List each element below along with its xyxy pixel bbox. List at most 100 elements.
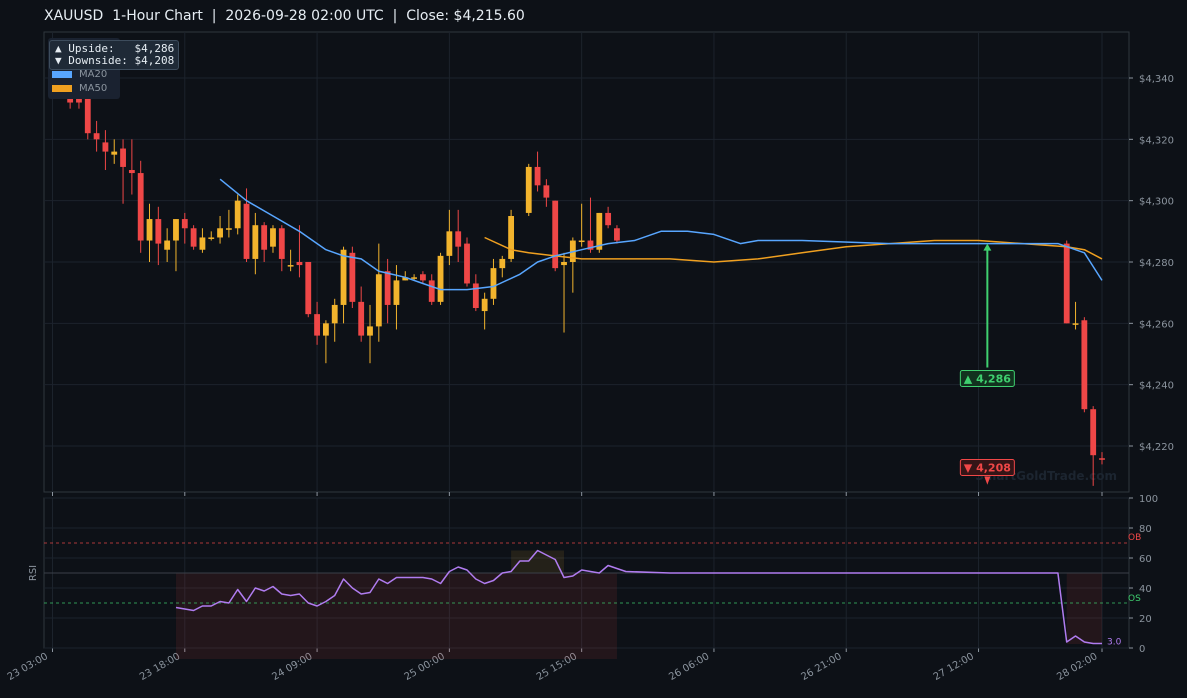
candle-body: [287, 265, 294, 267]
x-tick-label: 28 02:00: [1055, 651, 1099, 683]
candle-body: [252, 225, 259, 259]
x-tick-label: 23 03:00: [6, 651, 50, 683]
candle-body: [587, 240, 594, 250]
candle-body: [278, 228, 285, 259]
legend-item-ma50: MA50: [52, 83, 107, 95]
candle-body: [137, 173, 144, 241]
candle-body: [93, 133, 100, 140]
candle-body: [349, 252, 356, 302]
x-tick-label: 26 21:00: [799, 651, 843, 683]
rsi-line: [175, 549, 1102, 645]
price-y-tick-label: $4,240: [1139, 381, 1174, 392]
downside-arrow-head: [984, 476, 991, 485]
legend-label-ma20: MA20: [79, 69, 108, 80]
candle-body: [234, 200, 241, 229]
rsi-shade-low: [175, 573, 617, 659]
candle-body: [314, 314, 320, 336]
rsi-y-tick-label: 20: [1139, 614, 1152, 625]
rsi-last-value: 3.0: [1107, 638, 1122, 648]
candle-body: [455, 231, 462, 247]
candle-body: [199, 237, 206, 250]
ma20-line: [219, 178, 1103, 291]
ma50-swatch: [52, 84, 72, 92]
rsi-shade-low-recent: [1066, 573, 1102, 644]
candle-body: [614, 228, 620, 241]
candle-body: [402, 277, 409, 281]
candle-body: [490, 268, 497, 299]
candle-body: [1063, 243, 1070, 324]
levels-box: ▲ Upside: $4,286 ▼ Downside: $4,208: [49, 40, 179, 70]
price-y-tick-label: $4,220: [1139, 442, 1174, 453]
candle-body: [552, 200, 559, 269]
candle-body: [375, 274, 382, 327]
candle-body: [508, 216, 515, 259]
candle-body: [217, 228, 223, 238]
candle-body: [605, 212, 612, 226]
candle-body: [464, 243, 470, 284]
candle-body: [261, 225, 268, 250]
candle-body: [1099, 458, 1105, 460]
candle-body: [270, 228, 276, 247]
rsi-shade-high: [511, 550, 565, 573]
candle-body: [243, 203, 250, 259]
candle-body: [358, 301, 365, 336]
candle-body: [543, 185, 550, 198]
price-y-tick-label: $4,320: [1139, 135, 1174, 146]
price-y-tick-label: $4,340: [1139, 74, 1174, 85]
rsi-axis-label: RSI: [28, 565, 39, 581]
legend-label-ma50: MA50: [79, 83, 108, 94]
rsi-y-tick-label: 0: [1139, 644, 1145, 655]
chart-title: XAUUSD 1-Hour Chart | 2026-09-28 02:00 U…: [44, 8, 525, 24]
price-y-tick-label: $4,280: [1139, 258, 1174, 269]
candle-body: [120, 148, 126, 167]
price-y-tick-label: $4,300: [1139, 197, 1174, 208]
ma20-swatch: [52, 70, 72, 78]
candle-body: [1081, 320, 1088, 410]
candle-body: [1090, 409, 1097, 456]
candle-body: [525, 166, 532, 213]
candle-body: [1072, 323, 1079, 325]
candle-body: [437, 255, 444, 302]
candle-body: [561, 262, 567, 266]
rsi-y-tick-label: 60: [1139, 554, 1152, 565]
rsi-y-tick-label: 40: [1139, 584, 1152, 595]
candle-body: [393, 280, 400, 305]
candle-body: [340, 249, 347, 305]
candle-body: [367, 326, 373, 336]
candle-body: [472, 283, 479, 308]
upside-arrow-head: [983, 243, 992, 251]
candle-body: [102, 142, 109, 152]
candle-body: [578, 240, 585, 243]
candle-body: [155, 219, 162, 244]
downside-label-box: [959, 458, 1015, 476]
candle-body: [596, 212, 603, 250]
overbought-label: OB: [1128, 533, 1141, 543]
x-tick-label: 27 12:00: [932, 651, 976, 683]
candle-body: [305, 262, 312, 315]
downside-label: ▼ 4,208: [964, 461, 1011, 474]
upside-label: ▲ 4,286: [964, 373, 1011, 386]
candle-body: [173, 219, 179, 241]
candle-body: [111, 151, 118, 155]
candle-body: [146, 219, 153, 241]
rsi-y-tick-label: 100: [1139, 494, 1158, 505]
candle-body: [208, 237, 215, 239]
candle-body: [164, 240, 171, 250]
x-tick-label: 23 18:00: [138, 651, 182, 683]
x-tick-label: 26 06:00: [667, 651, 711, 683]
candle-body: [84, 90, 91, 134]
upside-level-text: ▲ Upside: $4,286: [55, 42, 175, 55]
legend-item-ma20: MA20: [52, 69, 107, 81]
downside-level-text: ▼ Downside: $4,208: [55, 54, 175, 67]
upside-label-box: [959, 370, 1015, 388]
candle-body: [534, 166, 541, 186]
candle-body: [322, 323, 329, 336]
candle-body: [384, 271, 391, 305]
candle-body: [420, 274, 426, 281]
candle-body: [428, 280, 435, 302]
candle-body: [190, 228, 197, 247]
candle-body: [446, 231, 453, 256]
candle-body: [128, 170, 135, 174]
price-y-tick-label: $4,260: [1139, 319, 1174, 330]
